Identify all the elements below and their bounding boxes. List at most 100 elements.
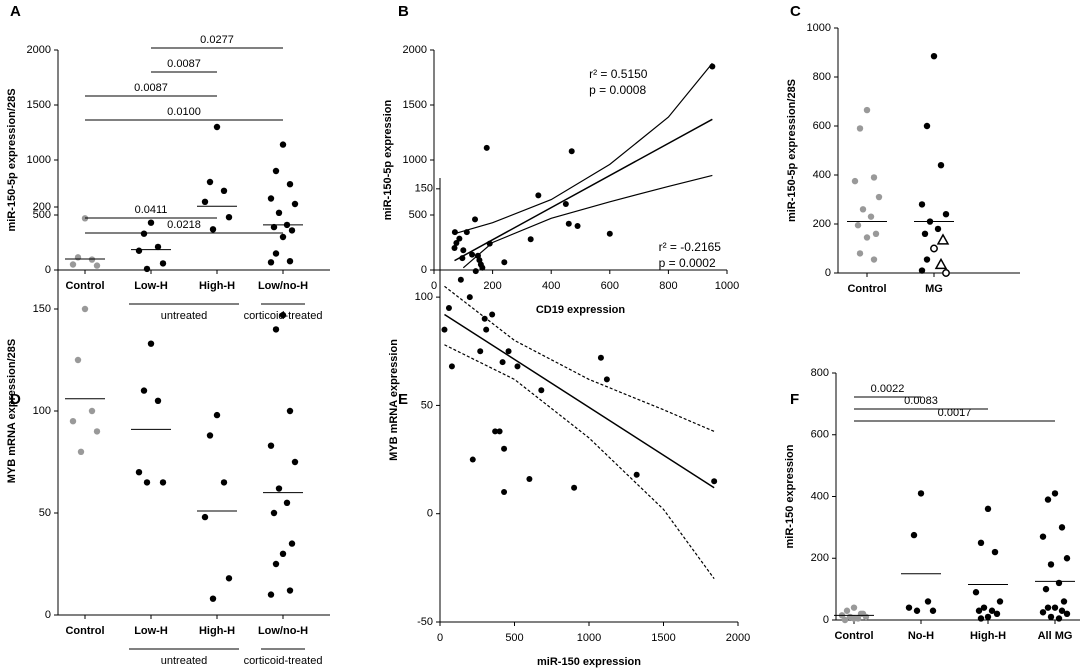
x-tick-label: High-H xyxy=(970,630,1006,642)
point xyxy=(910,531,918,539)
y-tick-label: 1500 xyxy=(27,99,51,111)
y-tick-label: -50 xyxy=(417,616,433,628)
point xyxy=(225,575,233,582)
point xyxy=(69,261,77,268)
annotation: p = 0.0008 xyxy=(589,83,646,97)
point xyxy=(501,445,508,452)
point xyxy=(633,471,640,478)
point xyxy=(1058,607,1066,614)
x-tick-label: 1500 xyxy=(651,632,675,644)
point xyxy=(159,260,167,267)
point xyxy=(991,548,999,556)
y-axis-label: MYB mRNA expression xyxy=(388,339,400,461)
point xyxy=(1042,585,1050,593)
point xyxy=(291,200,299,208)
point xyxy=(135,469,143,476)
y-tick-label: 150 xyxy=(33,303,51,315)
point xyxy=(918,201,926,208)
point xyxy=(286,258,294,265)
point xyxy=(448,363,455,370)
point xyxy=(206,432,214,439)
x-tick-label: Low/no-H xyxy=(258,280,308,292)
panel-label: D xyxy=(10,391,21,408)
p-value-label: 0.0022 xyxy=(871,383,905,395)
point xyxy=(81,305,89,313)
point xyxy=(863,106,871,114)
point xyxy=(843,607,851,614)
point xyxy=(288,227,296,234)
point xyxy=(597,354,604,361)
point xyxy=(143,479,151,486)
point xyxy=(499,359,506,366)
point xyxy=(603,376,610,383)
point xyxy=(286,407,294,415)
y-axis-label: miR-150-5p expression xyxy=(382,100,394,221)
point xyxy=(272,167,280,175)
point xyxy=(1058,524,1066,531)
y-tick-label: 800 xyxy=(811,367,829,379)
point xyxy=(469,251,476,258)
point xyxy=(1051,604,1059,611)
point xyxy=(574,223,581,229)
x-tick-label: Low/no-H xyxy=(258,625,308,637)
point xyxy=(1039,533,1047,540)
x-tick-label: 500 xyxy=(505,632,523,644)
point xyxy=(74,254,82,261)
confidence-band xyxy=(444,285,715,432)
point xyxy=(1051,490,1059,497)
y-tick-label: 1000 xyxy=(807,22,831,34)
point xyxy=(977,615,985,622)
point xyxy=(565,220,572,227)
point xyxy=(870,256,878,263)
point xyxy=(501,259,508,266)
p-value-label: 0.0411 xyxy=(135,204,168,216)
point xyxy=(93,262,101,269)
point xyxy=(445,304,452,311)
point xyxy=(459,255,466,262)
p-value-label: 0.0218 xyxy=(167,219,201,231)
point xyxy=(867,213,875,220)
point xyxy=(856,125,864,132)
point xyxy=(213,411,221,419)
x-tick-label: MG xyxy=(925,283,943,295)
point xyxy=(291,458,299,466)
point xyxy=(1047,561,1055,568)
p-value-label: 0.0087 xyxy=(167,58,201,70)
y-tick-label: 1500 xyxy=(403,99,427,111)
point xyxy=(213,123,221,131)
point xyxy=(279,550,287,557)
point xyxy=(93,428,101,435)
x-tick-label: 600 xyxy=(601,280,619,292)
point xyxy=(1039,609,1047,616)
point xyxy=(875,193,883,201)
point xyxy=(977,539,985,547)
point xyxy=(984,613,992,621)
point xyxy=(562,201,569,207)
point xyxy=(526,476,533,483)
x-tick-label: 2000 xyxy=(726,632,750,644)
point xyxy=(841,616,849,624)
fit-line xyxy=(444,313,715,489)
point xyxy=(870,174,878,181)
point xyxy=(279,141,287,148)
point xyxy=(457,276,464,283)
point xyxy=(275,209,283,216)
x-tick-label: No-H xyxy=(908,630,934,642)
y-axis-label: miR-150-5p expression/28S xyxy=(786,79,798,222)
point xyxy=(854,222,862,229)
point xyxy=(514,363,521,370)
point xyxy=(1047,613,1055,621)
x-tick-label: Control xyxy=(65,280,104,292)
point xyxy=(571,484,578,491)
x-tick-label: 800 xyxy=(659,280,677,292)
point xyxy=(1060,598,1068,605)
point xyxy=(69,418,77,425)
y-tick-label: 100 xyxy=(33,405,51,417)
point xyxy=(286,587,294,594)
y-tick-label: 0 xyxy=(45,264,51,276)
point xyxy=(936,233,950,245)
y-tick-label: 0 xyxy=(45,609,51,621)
point xyxy=(505,348,512,355)
point xyxy=(441,326,448,333)
point xyxy=(270,223,278,231)
